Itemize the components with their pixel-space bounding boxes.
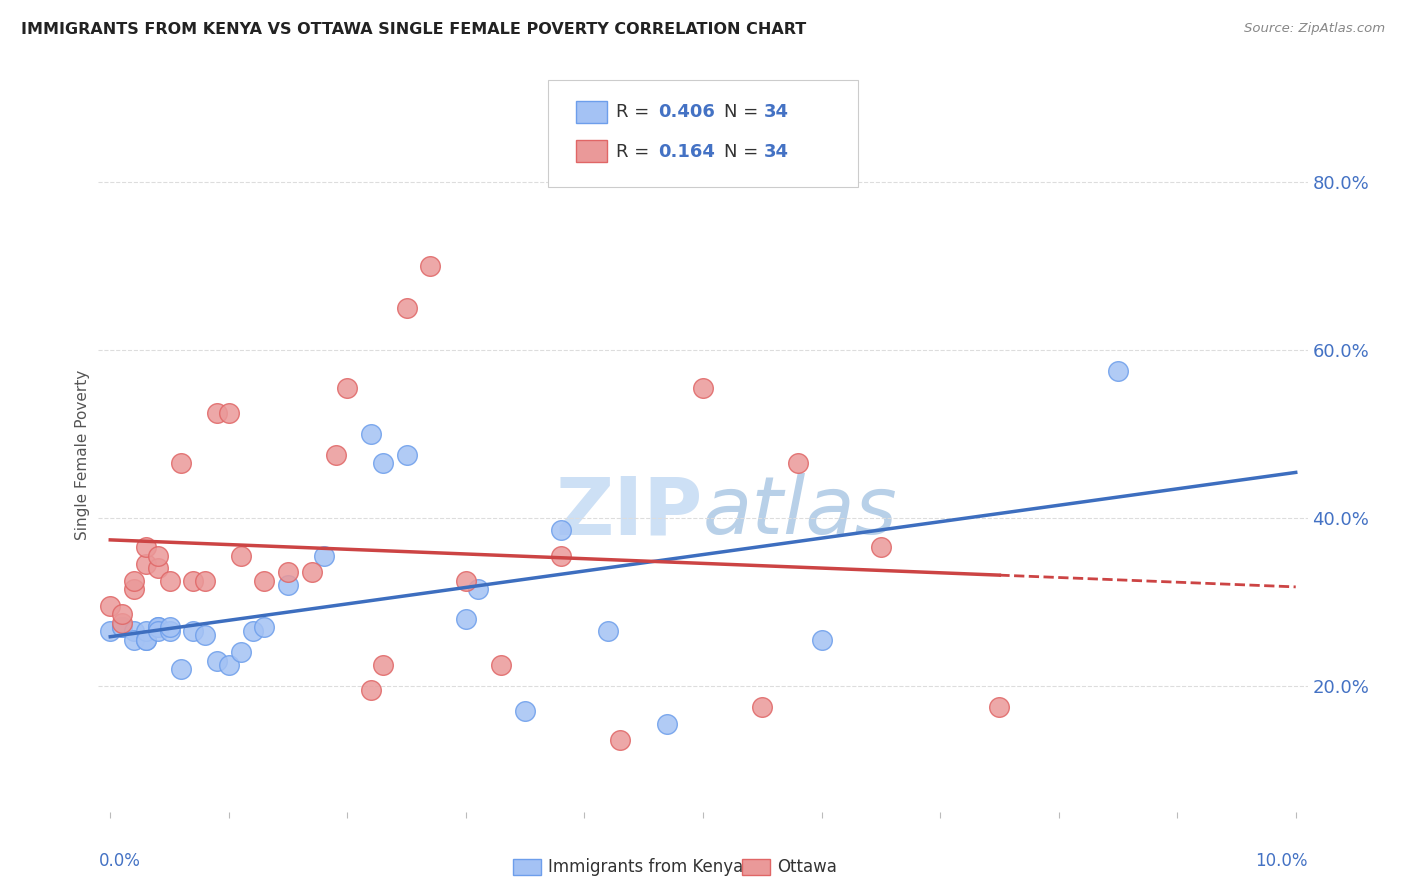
- Point: [159, 574, 181, 588]
- Point: [419, 259, 441, 273]
- Point: [786, 456, 808, 470]
- Point: [242, 624, 264, 639]
- Point: [988, 699, 1011, 714]
- Text: N =: N =: [724, 103, 758, 121]
- Point: [253, 574, 276, 588]
- Text: 0.0%: 0.0%: [98, 852, 141, 870]
- Point: [122, 632, 145, 647]
- Text: R =: R =: [616, 103, 650, 121]
- Text: 34: 34: [763, 143, 789, 161]
- Text: 34: 34: [763, 103, 789, 121]
- Point: [312, 549, 335, 563]
- Text: ZIP: ZIP: [555, 473, 703, 551]
- Point: [111, 620, 134, 634]
- Point: [194, 574, 217, 588]
- Point: [810, 632, 832, 647]
- Point: [657, 716, 679, 731]
- Point: [301, 566, 323, 580]
- Point: [135, 624, 157, 639]
- Point: [360, 426, 382, 441]
- Point: [598, 624, 620, 639]
- Point: [111, 620, 134, 634]
- Text: 0.406: 0.406: [658, 103, 714, 121]
- Point: [159, 620, 181, 634]
- Point: [336, 381, 359, 395]
- Point: [135, 541, 157, 555]
- Text: IMMIGRANTS FROM KENYA VS OTTAWA SINGLE FEMALE POVERTY CORRELATION CHART: IMMIGRANTS FROM KENYA VS OTTAWA SINGLE F…: [21, 22, 806, 37]
- Point: [454, 612, 477, 626]
- Point: [692, 381, 714, 395]
- Point: [146, 561, 169, 575]
- Text: N =: N =: [724, 143, 758, 161]
- Point: [454, 574, 477, 588]
- Text: 10.0%: 10.0%: [1256, 852, 1308, 870]
- Point: [277, 566, 299, 580]
- Text: 0.164: 0.164: [658, 143, 714, 161]
- Point: [146, 620, 169, 634]
- Point: [122, 574, 145, 588]
- Point: [360, 683, 382, 698]
- Point: [111, 607, 134, 622]
- Point: [181, 624, 204, 639]
- Point: [467, 582, 489, 597]
- Point: [170, 662, 193, 676]
- Point: [122, 624, 145, 639]
- Point: [371, 657, 394, 672]
- Point: [170, 456, 193, 470]
- Point: [181, 574, 204, 588]
- Point: [111, 615, 134, 630]
- Point: [1107, 364, 1129, 378]
- Y-axis label: Single Female Poverty: Single Female Poverty: [75, 370, 90, 540]
- Point: [146, 549, 169, 563]
- Point: [194, 628, 217, 642]
- Point: [277, 578, 299, 592]
- Point: [135, 557, 157, 571]
- Text: atlas: atlas: [703, 473, 898, 551]
- Point: [751, 699, 773, 714]
- Point: [122, 582, 145, 597]
- Point: [395, 448, 418, 462]
- Point: [135, 632, 157, 647]
- Point: [98, 624, 121, 639]
- Point: [135, 632, 157, 647]
- Point: [515, 704, 537, 718]
- Point: [869, 541, 891, 555]
- Text: Ottawa: Ottawa: [778, 858, 838, 876]
- Point: [98, 599, 121, 613]
- Point: [229, 645, 252, 659]
- Point: [253, 620, 276, 634]
- Point: [325, 448, 347, 462]
- Point: [146, 624, 169, 639]
- Point: [491, 657, 513, 672]
- Text: Immigrants from Kenya: Immigrants from Kenya: [548, 858, 744, 876]
- Point: [371, 456, 394, 470]
- Point: [550, 549, 572, 563]
- Point: [205, 654, 228, 668]
- Point: [229, 549, 252, 563]
- Point: [146, 620, 169, 634]
- Point: [218, 406, 240, 420]
- Point: [159, 624, 181, 639]
- Text: Source: ZipAtlas.com: Source: ZipAtlas.com: [1244, 22, 1385, 36]
- Point: [609, 733, 631, 747]
- Point: [218, 657, 240, 672]
- Point: [550, 524, 572, 538]
- Text: R =: R =: [616, 143, 650, 161]
- Point: [395, 301, 418, 315]
- Point: [205, 406, 228, 420]
